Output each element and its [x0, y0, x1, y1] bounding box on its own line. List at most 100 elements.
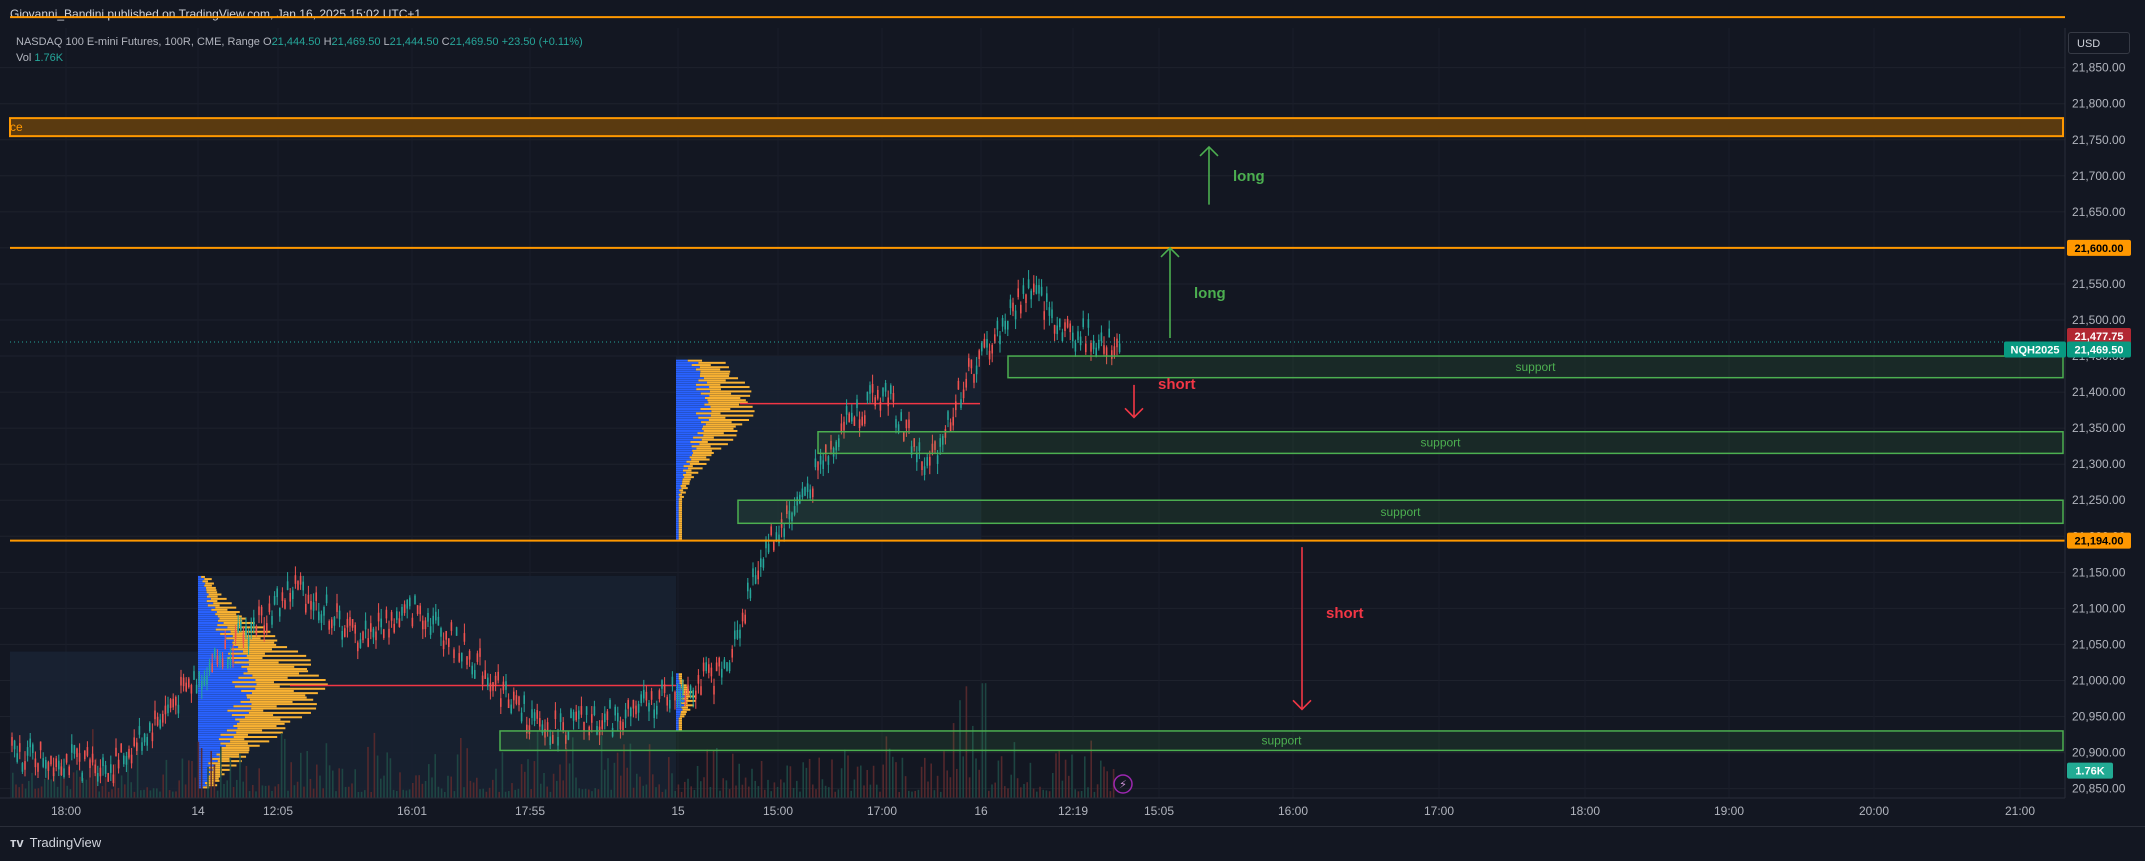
horizontal-levels[interactable] [10, 16, 2065, 542]
time-tick-label: 18:00 [1570, 804, 1600, 818]
candle-body [988, 350, 991, 360]
support-zone[interactable] [1007, 355, 2064, 379]
price-tick-label: 20,900.00 [2072, 746, 2126, 760]
profile-day14-bar-blue [198, 768, 213, 771]
volume-bar [232, 786, 235, 798]
time-tick-label: 15:05 [1144, 804, 1174, 818]
profile-day15-bar-orange [692, 449, 712, 452]
profile-day15-bar-orange [699, 375, 730, 378]
profile-day16-bar-orange [678, 675, 682, 678]
profile-day15-bar-blue [676, 425, 703, 428]
candle-body [507, 699, 510, 709]
profile-day15-bar-blue [676, 438, 702, 441]
candle-body [871, 384, 874, 393]
candle-body [167, 704, 169, 714]
candle-body [448, 638, 450, 647]
price-axis[interactable]: 21,850.00 21,800.00 21,750.00 21,700.00 21,6… [2072, 61, 2126, 796]
volume-bar [524, 771, 526, 798]
support-zone[interactable] [737, 499, 2064, 525]
marker-price-tag-bg [2067, 328, 2131, 345]
volume-bar [757, 786, 760, 798]
volume-bar [776, 786, 779, 798]
price-chart[interactable]: ce support support support support long long s… [0, 0, 2145, 826]
volume-bar [389, 758, 392, 798]
profile-day14-bar-orange [223, 621, 255, 624]
candle-body [234, 630, 237, 639]
volume-bar [981, 683, 984, 798]
candle-body [258, 606, 260, 616]
profile-day14-bar-orange [248, 711, 311, 714]
volume-bar [1080, 791, 1083, 798]
profile-day14-bar-orange [233, 705, 277, 708]
volume-bar [549, 791, 552, 798]
lightning-icon[interactable]: ⚡ [1113, 774, 1133, 794]
profile-day14-bar-orange [210, 597, 227, 600]
candle-body [156, 716, 159, 726]
candle-body [1100, 332, 1103, 342]
volume-bar [165, 759, 168, 798]
volume-bar [994, 782, 996, 798]
volume-bar [300, 752, 302, 798]
resistance-zone[interactable] [9, 117, 2064, 138]
profile-day15-bar-blue [676, 359, 688, 362]
candle-body [1038, 285, 1040, 294]
profile-day14-bar-orange [207, 779, 220, 782]
profile-day14-bar-orange [232, 641, 275, 644]
profile-day14-bar-orange [246, 696, 307, 699]
candle-body [994, 334, 996, 344]
profile-day16-bar-orange [679, 715, 685, 718]
volume-bar [216, 790, 219, 798]
support-zone[interactable] [817, 430, 2064, 455]
profile-day15-bar-orange [678, 531, 682, 534]
profile-day14-bar-blue [198, 698, 250, 701]
profile-day15-bar-orange [691, 364, 711, 367]
volume-bar [428, 764, 430, 798]
volume-bar [892, 756, 894, 798]
support-zone[interactable] [499, 730, 2064, 752]
profile-day15-bar-orange [678, 502, 682, 505]
profile-day14-bar-blue [198, 760, 218, 763]
candle-body [104, 765, 107, 774]
profile-day14-bar-blue [198, 641, 233, 644]
profile-day14-bar-blue [198, 714, 232, 717]
volume-bar [348, 786, 350, 798]
volume-bar [933, 790, 936, 798]
legend-symbol[interactable]: NASDAQ 100 E-mini Futures, 100R, CME, Ra… [16, 36, 260, 48]
candle-body [177, 704, 180, 714]
candle-body [1072, 332, 1074, 342]
volume-bar [863, 785, 865, 798]
volume-bar [120, 775, 123, 798]
tradingview-brand[interactable]: ᴛᴠ TradingView [10, 835, 101, 850]
volume-bar [133, 791, 136, 798]
candle-body [515, 695, 518, 704]
volume-bar [661, 791, 664, 798]
candle-body [710, 667, 713, 677]
volume-bar [31, 772, 33, 798]
volume-bar [293, 785, 296, 798]
time-axis[interactable]: 18:00 14 12:05 16:01 17:55 15 15:00 17:00 16 12:1… [51, 804, 2035, 818]
candle-body [835, 441, 837, 451]
volume-bar [533, 761, 536, 798]
volume-bar [290, 762, 292, 798]
currency-selector[interactable]: USD [2068, 32, 2130, 54]
candle-body [463, 633, 466, 642]
candle-body [279, 607, 281, 617]
candle-body [996, 320, 999, 330]
candle-body [461, 652, 463, 662]
profile-day14-bar-blue [198, 652, 229, 655]
volume-bar [572, 737, 574, 798]
volume-bar [511, 783, 513, 798]
volume-bar [581, 789, 584, 798]
volume-bar [706, 749, 708, 798]
volume-bar [447, 775, 449, 798]
candle-body [663, 684, 666, 694]
volume-bar [188, 760, 190, 798]
profile-day15-bar-blue [676, 418, 709, 421]
profile-day14-bar-blue [198, 589, 207, 592]
candle-body [341, 630, 343, 640]
candle-body [916, 453, 918, 463]
volume-bar [741, 784, 744, 798]
volume-bar [956, 768, 958, 798]
candle-body [94, 764, 96, 774]
candle-body [734, 630, 736, 640]
